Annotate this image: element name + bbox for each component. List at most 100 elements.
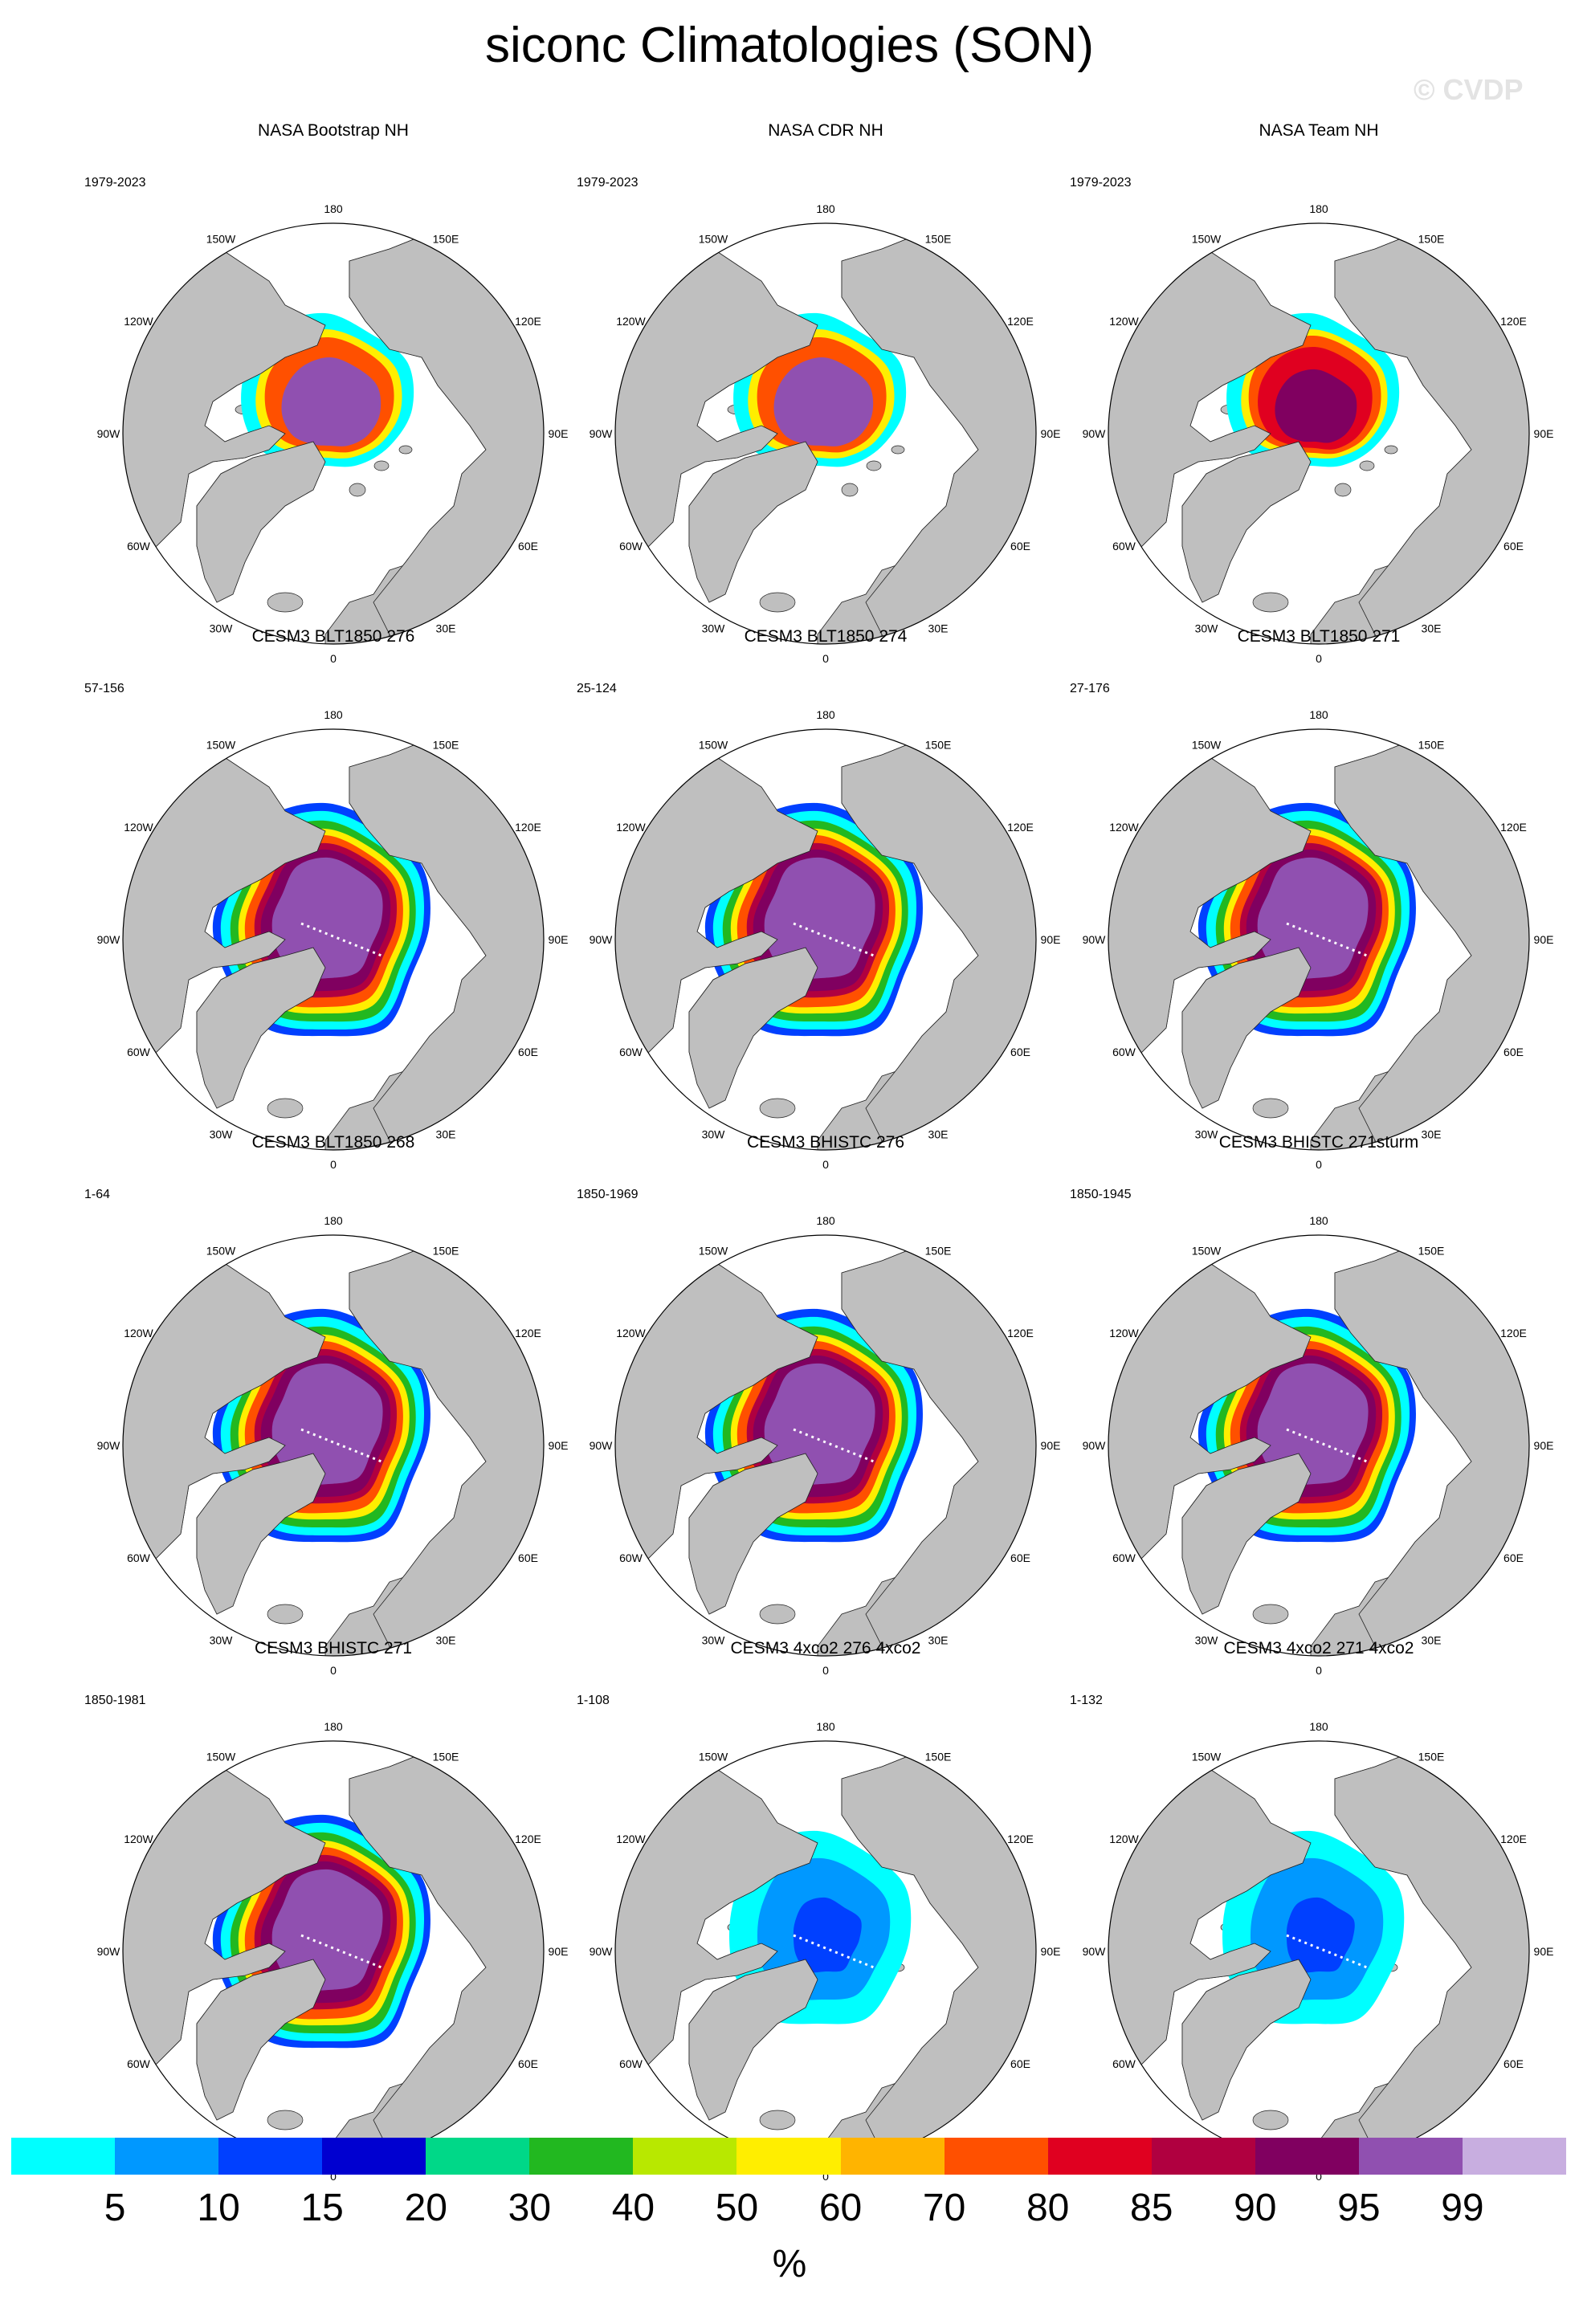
- colorbar-swatch: [11, 2138, 116, 2175]
- longitude-label: 120W: [1109, 315, 1139, 328]
- longitude-label: 0: [330, 2170, 337, 2183]
- map-panel: CESM3 BLT1850 276 57-156 180 150E 120E 90E 60E…: [84, 626, 582, 1171]
- colorbar: [11, 2138, 1567, 2175]
- greenland-land-overlay: [196, 947, 326, 1109]
- map-panel: NASA CDR NH 1979-2023 180 150E 120E 90E 60E 30E…: [577, 120, 1075, 665]
- colorbar-tick-label: 99: [1441, 2187, 1484, 2229]
- map-panel: CESM3 BLT1850 271 27-176 180 150E 120E 90E 60E…: [1070, 626, 1568, 1171]
- pole-grid-artifact: [300, 1934, 382, 1969]
- longitude-label: 0: [1316, 2170, 1322, 2183]
- longitude-label: 60E: [1010, 1046, 1030, 1058]
- map-panel: CESM3 4xco2 276 4xco2 1-108 180 150E 120E 90E…: [577, 1638, 1075, 2183]
- map-panel: NASA Team NH 1979-2023 180 150E 120E 90E 60E 30…: [1070, 120, 1568, 665]
- longitude-label: 60W: [1112, 1551, 1136, 1564]
- greenland-land-overlay: [688, 947, 818, 1109]
- arctic-island: [373, 460, 390, 471]
- colorbar-swatch: [322, 2138, 426, 2175]
- iceland-land: [267, 2110, 304, 2130]
- map-boundary: [614, 728, 1037, 1151]
- longitude-label: 60W: [619, 2057, 643, 2070]
- longitude-label: 120E: [1007, 1833, 1034, 1845]
- longitude-label: 60E: [1504, 1551, 1524, 1564]
- colorbar-tick-label: 95: [1337, 2187, 1381, 2229]
- sea-ice-contour: [1257, 857, 1369, 980]
- longitude-label: 0: [330, 1158, 337, 1171]
- panel-year-range: 1979-2023: [84, 176, 146, 190]
- longitude-label: 150W: [1192, 1245, 1222, 1258]
- longitude-label: 150W: [1192, 233, 1222, 246]
- panel-year-range: 1850-1981: [84, 1694, 146, 1707]
- longitude-label: 90W: [590, 427, 614, 440]
- longitude-label: 150E: [925, 233, 952, 246]
- longitude-label: 180: [816, 708, 835, 721]
- colorbar-swatch: [840, 2138, 945, 2175]
- colorbar-swatch: [1462, 2138, 1567, 2175]
- colorbar-swatch: [218, 2138, 323, 2175]
- longitude-label: 30E: [436, 1128, 456, 1141]
- longitude-label: 60W: [127, 2057, 151, 2070]
- longitude-label: 90E: [549, 427, 569, 440]
- longitude-label: 120E: [515, 315, 541, 328]
- longitude-label: 120W: [616, 315, 646, 328]
- panel-year-range: 25-124: [577, 682, 617, 695]
- longitude-label: 0: [1316, 652, 1322, 665]
- longitude-label: 0: [330, 1664, 337, 1677]
- sea-ice-contour: [793, 1897, 862, 1973]
- longitude-label: 120E: [1500, 821, 1527, 834]
- panel-title: CESM3 4xco2 276 4xco2: [730, 1639, 921, 1657]
- longitude-label: 30E: [928, 622, 949, 635]
- longitude-label: 120E: [1007, 315, 1034, 328]
- longitude-label: 60W: [619, 1551, 643, 1564]
- sea-ice-contour: [271, 1869, 383, 1992]
- longitude-label: 90E: [549, 933, 569, 946]
- longitude-label: 60E: [1010, 1551, 1030, 1564]
- longitude-label: 150E: [433, 233, 459, 246]
- longitude-label: 90W: [590, 933, 614, 946]
- longitude-label: 150W: [206, 1245, 236, 1258]
- map-panel: CESM3 BHISTC 271 1850-1981 180 150E 120E 90E 6…: [84, 1638, 582, 2183]
- panel-year-range: 57-156: [84, 682, 124, 695]
- colorbar-units: %: [772, 2243, 807, 2285]
- longitude-label: 150E: [925, 739, 952, 752]
- longitude-label: 30E: [1422, 1128, 1442, 1141]
- iceland-land: [267, 1604, 304, 1625]
- panel-title: NASA Bootstrap NH: [258, 121, 409, 140]
- panel-year-range: 1850-1945: [1070, 1188, 1132, 1201]
- longitude-label: 0: [822, 1664, 829, 1677]
- panel-title: CESM3 BHISTC 271sturm: [1218, 1133, 1419, 1152]
- sea-ice-contour: [773, 357, 874, 446]
- longitude-label: 30W: [1195, 1128, 1219, 1141]
- longitude-label: 30W: [1195, 622, 1219, 635]
- longitude-label: 120W: [1109, 821, 1139, 834]
- iceland-land: [1252, 2110, 1289, 2130]
- longitude-label: 150E: [925, 1751, 952, 1763]
- pole-grid-artifact: [300, 922, 382, 957]
- longitude-label: 30W: [1195, 1634, 1219, 1647]
- arctic-island: [1334, 483, 1352, 497]
- longitude-label: 0: [1316, 1158, 1322, 1171]
- credit-watermark: © CVDP: [1414, 73, 1524, 106]
- longitude-label: 90E: [1534, 1439, 1554, 1452]
- pole-grid-artifact: [1286, 922, 1368, 957]
- colorbar-tick-label: 70: [922, 2187, 966, 2229]
- longitude-label: 120W: [1109, 1833, 1139, 1845]
- longitude-label: 150E: [1418, 233, 1445, 246]
- longitude-label: 120W: [616, 821, 646, 834]
- panel-title: CESM3 BHISTC 276: [746, 1133, 905, 1152]
- longitude-label: 60E: [518, 1551, 538, 1564]
- panel-year-range: 1850-1969: [577, 1188, 639, 1201]
- colorbar-swatch: [736, 2138, 842, 2175]
- longitude-label: 120W: [124, 315, 153, 328]
- sea-ice-contour: [1257, 1363, 1369, 1486]
- longitude-label: 90W: [590, 1439, 614, 1452]
- greenland-land-overlay: [196, 1959, 326, 2121]
- longitude-label: 90W: [97, 933, 121, 946]
- panel-title: CESM3 BLT1850 274: [744, 627, 908, 646]
- colorbar-tick-label: 85: [1130, 2187, 1173, 2229]
- greenland-land-overlay: [1181, 1453, 1312, 1615]
- longitude-label: 0: [822, 1158, 829, 1171]
